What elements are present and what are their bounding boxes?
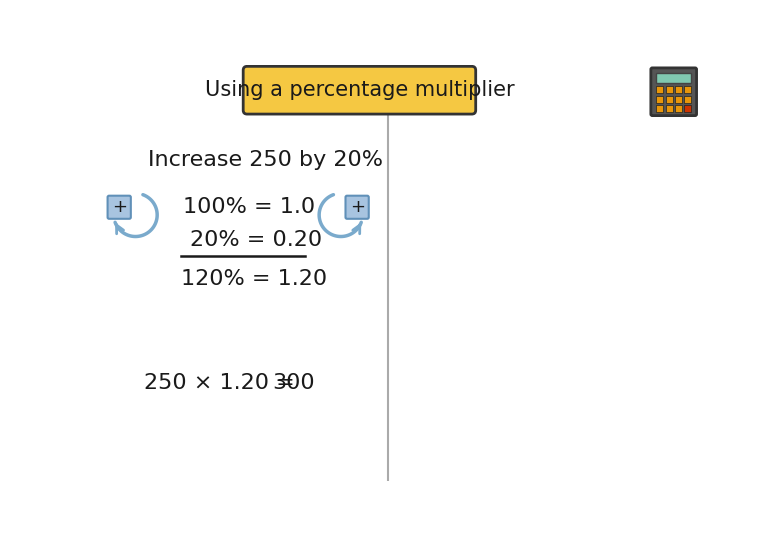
FancyBboxPatch shape: [675, 105, 682, 112]
FancyBboxPatch shape: [665, 105, 672, 112]
FancyBboxPatch shape: [684, 96, 691, 103]
FancyBboxPatch shape: [684, 105, 691, 112]
FancyBboxPatch shape: [656, 96, 663, 103]
FancyBboxPatch shape: [346, 195, 369, 219]
Text: +: +: [112, 198, 126, 216]
Text: 20% = 0.20: 20% = 0.20: [190, 231, 323, 251]
FancyBboxPatch shape: [665, 86, 672, 93]
FancyBboxPatch shape: [675, 86, 682, 93]
FancyBboxPatch shape: [665, 96, 672, 103]
FancyBboxPatch shape: [656, 105, 663, 112]
FancyBboxPatch shape: [675, 96, 682, 103]
Text: Increase 250 by 20%: Increase 250 by 20%: [148, 150, 383, 170]
FancyBboxPatch shape: [651, 68, 697, 116]
Text: 100% = 1.0: 100% = 1.0: [183, 197, 315, 217]
FancyBboxPatch shape: [656, 73, 691, 83]
Text: 120% = 1.20: 120% = 1.20: [181, 269, 328, 289]
FancyBboxPatch shape: [243, 66, 476, 114]
Text: +: +: [349, 198, 364, 216]
FancyBboxPatch shape: [684, 86, 691, 93]
FancyBboxPatch shape: [108, 195, 131, 219]
FancyBboxPatch shape: [656, 86, 663, 93]
Text: 250 × 1.20 =: 250 × 1.20 =: [144, 373, 295, 393]
Text: Using a percentage multiplier: Using a percentage multiplier: [204, 80, 514, 100]
Text: 300: 300: [272, 373, 314, 393]
